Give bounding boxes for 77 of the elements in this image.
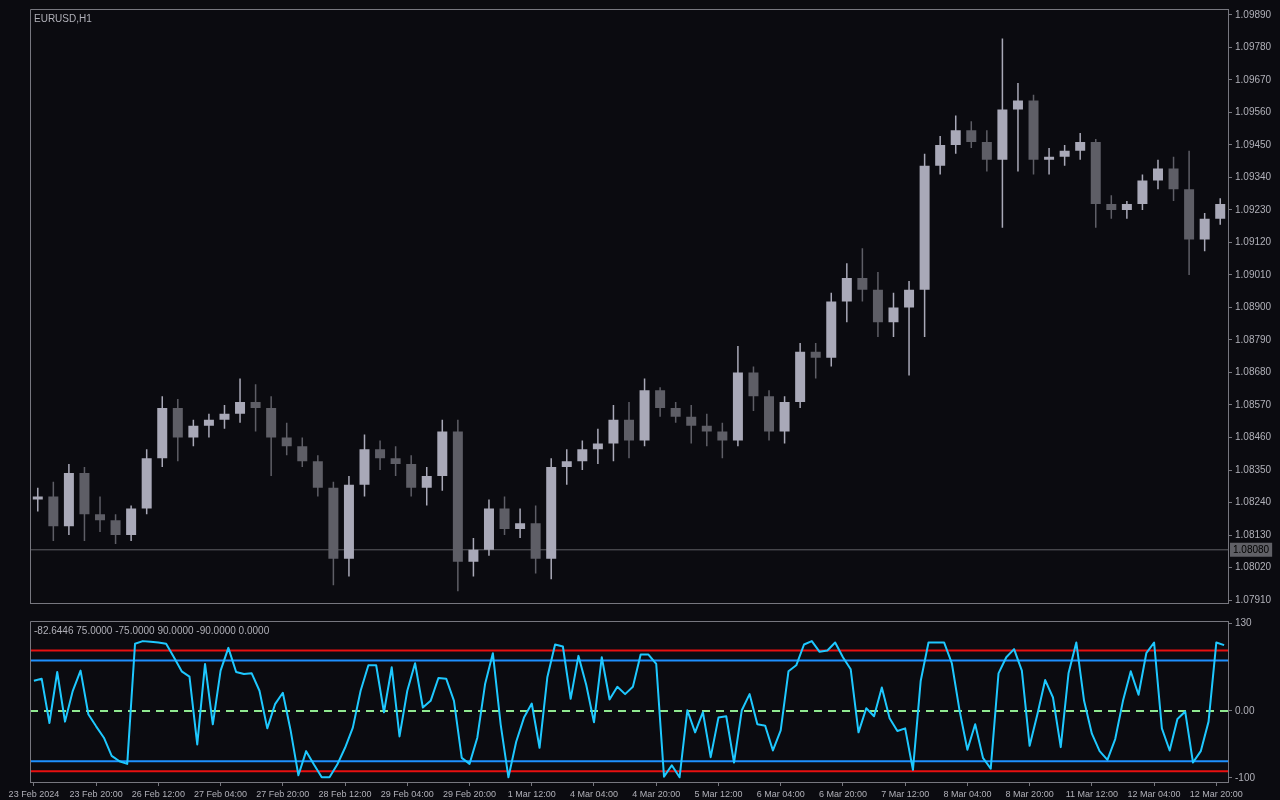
candlestick [235, 378, 246, 423]
candlestick [1184, 150, 1195, 275]
candlestick [95, 496, 106, 533]
candlestick [1152, 159, 1163, 190]
x-tick-label: 27 Feb 04:00 [194, 788, 248, 799]
y-tick-label: 1.08460 [1235, 431, 1272, 443]
annotation: -82.6446 75.0000 -75.0000 90.0000 -90.0000 0.0000 [34, 624, 270, 636]
y-tick-label: 1.09780 [1235, 41, 1272, 53]
x-tick-label: 6 Mar 04:00 [756, 788, 805, 799]
candlestick [732, 345, 743, 447]
candlestick [686, 405, 697, 444]
y-tick-label: -100 [1235, 771, 1256, 783]
candlestick [172, 399, 183, 462]
y-tick-label: 0.00 [1235, 704, 1255, 716]
x-tick-label: 4 Mar 20:00 [632, 788, 681, 799]
x-tick-label: 27 Feb 20:00 [256, 788, 310, 799]
x-tick-label: 23 Feb 20:00 [69, 788, 123, 799]
candlestick [655, 387, 666, 417]
y-tick-label: 1.08240 [1235, 496, 1272, 508]
candlestick [483, 499, 494, 556]
candlestick [1121, 201, 1132, 219]
y-tick-label: 1.08130 [1235, 528, 1272, 540]
candlestick [904, 280, 915, 376]
x-tick-label: 5 Mar 12:00 [694, 788, 743, 799]
y-tick-label: 1.09450 [1235, 138, 1272, 150]
y-tick-label: 1.09560 [1235, 106, 1272, 118]
ref-line-label: 1.08080 [1233, 543, 1270, 555]
x-tick-label: 7 Mar 12:00 [881, 788, 930, 799]
candlestick [981, 130, 992, 172]
candlestick [701, 413, 712, 447]
x-tick-label: 28 Feb 12:00 [318, 788, 372, 799]
candlestick [624, 402, 634, 459]
candlestick [1012, 82, 1023, 172]
y-tick-label: 130 [1235, 617, 1253, 629]
candlestick [203, 413, 214, 438]
candlestick [561, 449, 572, 485]
candlestick [935, 136, 946, 175]
y-tick-label: 1.08350 [1235, 463, 1272, 475]
y-tick-label: 1.08570 [1235, 398, 1272, 410]
candlestick [515, 508, 526, 538]
x-tick-label: 29 Feb 04:00 [380, 788, 434, 799]
candlestick [592, 428, 603, 465]
x-tick-label: 12 Mar 04:00 [1127, 788, 1181, 799]
y-tick-label: 1.09670 [1235, 73, 1272, 85]
x-tick-label: 11 Mar 12:00 [1065, 788, 1119, 799]
candlestick [406, 455, 417, 497]
y-tick-label: 1.09890 [1235, 8, 1272, 20]
y-tick-label: 1.09340 [1235, 171, 1272, 183]
candlestick [1075, 133, 1086, 160]
y-tick-label: 1.09230 [1235, 203, 1272, 215]
candlestick [1215, 198, 1226, 225]
y-tick-label: 1.08680 [1235, 366, 1272, 378]
x-tick-label: 23 Feb 2024 [8, 788, 60, 799]
y-tick-label: 1.08900 [1235, 301, 1272, 313]
x-tick-label: 8 Mar 04:00 [943, 788, 992, 799]
x-tick-label: 26 Feb 12:00 [131, 788, 185, 799]
candlestick [764, 390, 775, 441]
candlestick [126, 505, 137, 541]
x-tick-label: 12 Mar 20:00 [1189, 788, 1243, 799]
chart-title: EURUSD,H1 [34, 12, 93, 24]
candlestick [841, 263, 852, 323]
candlestick [266, 396, 277, 476]
y-tick-label: 1.07910 [1235, 593, 1272, 605]
x-tick-label: 4 Mar 04:00 [569, 788, 619, 799]
x-tick-label: 1 Mar 12:00 [507, 788, 556, 799]
y-tick-label: 1.08790 [1235, 333, 1272, 345]
candlestick [1044, 147, 1055, 175]
y-tick-label: 1.09120 [1235, 236, 1272, 248]
candlestick [32, 487, 43, 512]
candlestick [312, 455, 323, 497]
x-tick-label: 8 Mar 20:00 [1005, 788, 1054, 799]
x-tick-label: 29 Feb 20:00 [443, 788, 497, 799]
x-tick-label: 6 Mar 20:00 [818, 788, 867, 799]
y-tick-label: 1.08020 [1235, 561, 1272, 573]
candlestick [375, 440, 386, 471]
y-tick-label: 1.09010 [1235, 268, 1272, 280]
candlestick [872, 272, 883, 338]
